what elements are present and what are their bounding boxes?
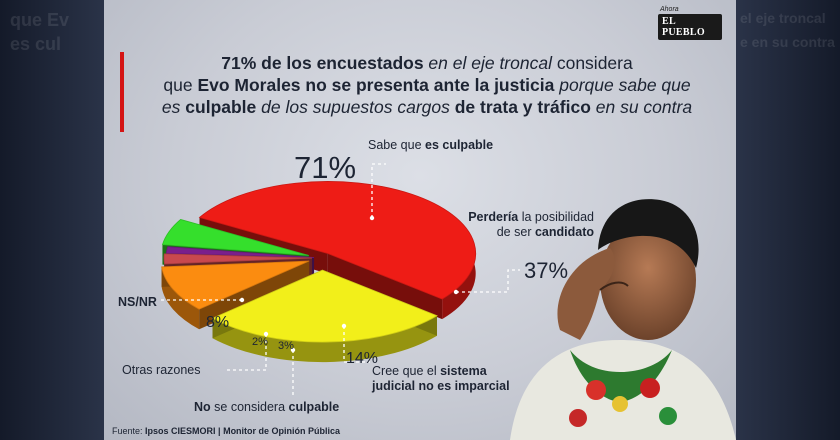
pct-nsnr: 8% (206, 314, 230, 331)
headline-italic: en el eje troncal (423, 53, 552, 73)
label-strong: Perdería (468, 210, 519, 224)
background-text: el eje troncal (740, 10, 826, 26)
slice-sistema (161, 260, 310, 330)
label-text: la posibilidad (518, 210, 594, 224)
label-nsnr: NS/NR (118, 295, 157, 309)
background-text: que Ev (10, 10, 70, 30)
slice-candidato-side (212, 315, 437, 363)
slice-candidato (211, 269, 438, 363)
label-text: de ser (496, 225, 535, 239)
label-candidato: Perdería la posibilidad de ser candidato (448, 210, 594, 240)
pct-sistema: 14% (346, 350, 379, 367)
leader-dot-no-culpable (290, 347, 296, 353)
slice-no-culpable-top (163, 253, 313, 265)
brand-name: EL PUEBLO (658, 14, 722, 40)
background-text: es cul (10, 34, 62, 54)
brand-logo: Ahora EL PUEBLO (658, 6, 722, 40)
pct-no-culpable: 3% (278, 340, 294, 352)
headline-text: que (163, 75, 198, 95)
label-text: Sabe que (368, 138, 425, 152)
headline-italic: porque sabe que (554, 75, 691, 95)
label-no-culpable: No se considera culpable (194, 400, 339, 415)
headline-italic: es (161, 97, 186, 117)
headline-italic: de los supuestos cargos (256, 97, 455, 117)
leader-dot-otras (263, 331, 269, 337)
leader-line-culpable (371, 163, 386, 218)
source-strong: | Monitor de Opinión Pública (215, 426, 341, 436)
label-strong: sistema (440, 364, 487, 378)
source-text: Fuente: (112, 426, 146, 436)
headline-strong: culpable (185, 97, 257, 117)
person-photo (510, 199, 736, 440)
headline-text: considera (551, 53, 633, 73)
source-strong: Ipsos CIESMORI (145, 426, 216, 436)
leader-dot-sistema (341, 323, 347, 329)
slice-nsnr-top (161, 219, 309, 256)
source-note: Fuente: Ipsos CIESMORI | Monitor de Opin… (112, 426, 340, 436)
leader-line-candidato (456, 269, 520, 293)
slice-otras-top (165, 246, 315, 258)
label-strong: candidato (534, 225, 594, 239)
slice-culpable-side (199, 181, 476, 320)
brand-tagline: Ahora (660, 6, 679, 13)
background-right-blur: el eje troncal e en su contra (736, 0, 840, 440)
leader-line-sistema (343, 326, 370, 363)
headline-italic: en su contra (590, 97, 693, 117)
label-sistema: Cree que el sistema judicial no es imparc… (372, 364, 510, 394)
label-culpable: Sabe que es culpable (368, 138, 493, 153)
background-left-blur: que Ev es cul (0, 0, 104, 440)
slice-culpable-top (198, 181, 477, 300)
headline: 71% de los encuestados en el eje troncal… (134, 52, 720, 118)
leader-dot-candidato (453, 289, 459, 295)
headline-strong: Evo Morales no se presenta ante la justi… (197, 75, 555, 95)
slice-sistema-side (161, 266, 200, 330)
background-text: e en su contra (740, 34, 835, 50)
slice-sistema-top (161, 260, 310, 310)
leader-dot-nsnr (239, 297, 245, 303)
slice-candidato-top (211, 269, 438, 343)
headline-strong: de trata y tráfico (454, 97, 591, 117)
label-strong: judicial no es imparcial (372, 379, 510, 393)
pct-otras: 2% (252, 336, 268, 348)
label-strong: es culpable (425, 138, 494, 152)
slice-culpable-wall-1 (327, 253, 443, 320)
headline-accent-bar (120, 52, 124, 132)
label-strong: No (194, 400, 211, 414)
label-strong: culpable (288, 400, 340, 414)
label-otras: Otras razones (122, 363, 201, 377)
pct-candidato: 37% (524, 258, 569, 283)
leader-dot-culpable (369, 215, 375, 221)
leader-line-otras (224, 334, 267, 371)
label-text: Cree que el (372, 364, 441, 378)
headline-strong: 71% de los encuestados (221, 53, 424, 73)
pct-culpable: 71% (294, 150, 357, 185)
label-text: se considera (210, 400, 289, 414)
